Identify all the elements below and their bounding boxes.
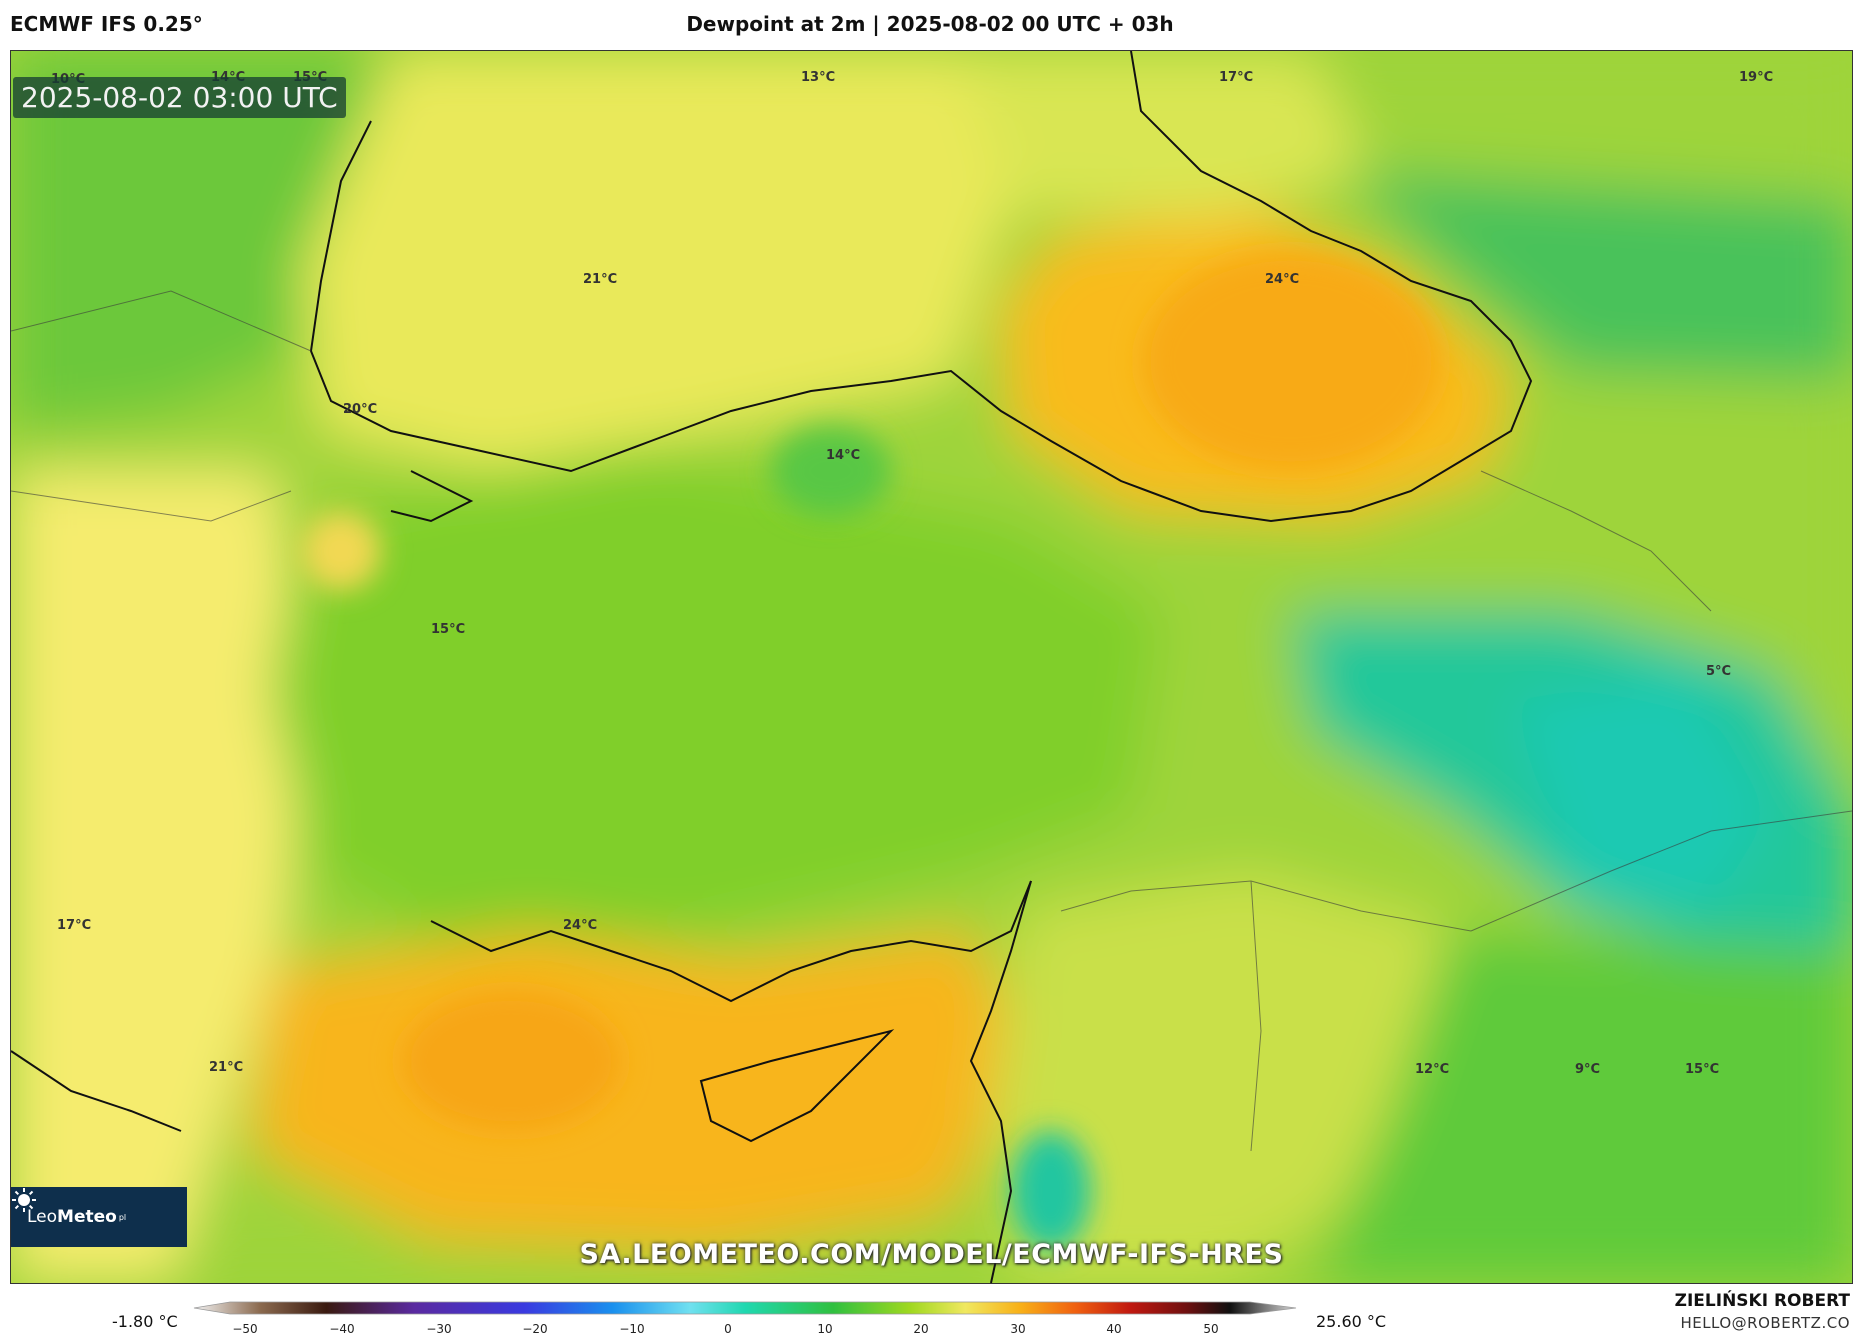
- scale-tick: −30: [426, 1322, 451, 1336]
- leometeo-logo[interactable]: Leo Meteo pl: [11, 1187, 187, 1247]
- scale-tick: 50: [1203, 1322, 1218, 1336]
- temp-label: 13°C: [801, 70, 835, 85]
- scale-max-label: 25.60 °C: [1316, 1312, 1387, 1331]
- temp-label: 17°C: [57, 918, 91, 933]
- sun-icon: [12, 1188, 36, 1212]
- temp-label: 14°C: [826, 448, 860, 463]
- color-scale: −50 −40 −30 −20 −10 0 10 20 30 40 50: [193, 1301, 1297, 1336]
- scale-tick: −10: [619, 1322, 644, 1336]
- temp-label: 9°C: [1575, 1062, 1600, 1077]
- scale-tick: −40: [329, 1322, 354, 1336]
- scale-tick: −50: [232, 1322, 257, 1336]
- model-name: ECMWF IFS 0.25°: [10, 12, 203, 36]
- temp-label: 15°C: [1685, 1062, 1719, 1077]
- scale-tick: 0: [724, 1322, 732, 1336]
- valid-time-badge: 2025-08-02 03:00 UTC: [13, 77, 346, 118]
- map-canvas: 10°C 14°C 15°C 13°C 17°C 19°C 21°C 24°C …: [11, 51, 1852, 1283]
- temp-label: 15°C: [431, 622, 465, 637]
- scale-tick: −20: [522, 1322, 547, 1336]
- temp-label: 20°C: [343, 402, 377, 417]
- scale-tick: 20: [913, 1322, 928, 1336]
- temp-label: 19°C: [1739, 70, 1773, 85]
- dewpoint-field: [11, 51, 1852, 1283]
- author-name: ZIELIŃSKI ROBERT: [1674, 1291, 1850, 1311]
- temp-label: 24°C: [1265, 272, 1299, 287]
- coastlines: [11, 51, 1533, 1283]
- temp-label: 24°C: [563, 918, 597, 933]
- scale-min-label: -1.80 °C: [112, 1312, 178, 1331]
- dewpoint-map[interactable]: 10°C 14°C 15°C 13°C 17°C 19°C 21°C 24°C …: [10, 50, 1853, 1284]
- model-url-watermark: SA.LEOMETEO.COM/MODEL/ECMWF-IFS-HRES: [579, 1239, 1284, 1270]
- logo-text-bold: Meteo: [57, 1207, 117, 1227]
- temp-label: 21°C: [583, 272, 617, 287]
- borders: [11, 290, 1852, 1152]
- scale-bar: [193, 1301, 1297, 1315]
- scale-tick: 40: [1106, 1322, 1121, 1336]
- temp-label: 5°C: [1706, 664, 1731, 679]
- temp-label: 12°C: [1415, 1062, 1449, 1077]
- scale-tick: 10: [817, 1322, 832, 1336]
- author-email[interactable]: HELLO@ROBERTZ.CO: [1680, 1314, 1850, 1332]
- temp-label: 17°C: [1219, 70, 1253, 85]
- chart-title: Dewpoint at 2m | 2025-08-02 00 UTC + 03h: [686, 12, 1174, 36]
- logo-text-regular: Leo: [27, 1207, 58, 1227]
- temp-label: 21°C: [209, 1060, 243, 1075]
- logo-suffix: pl: [118, 1212, 127, 1222]
- scale-tick: 30: [1010, 1322, 1025, 1336]
